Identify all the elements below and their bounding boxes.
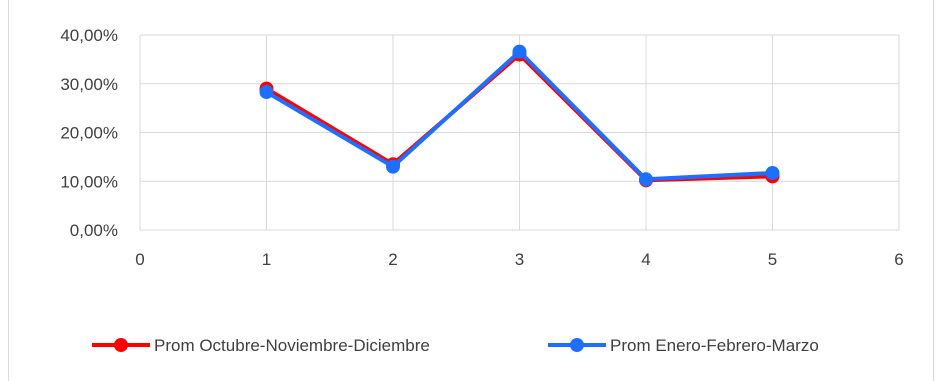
y-tick-label: 40,00% xyxy=(60,26,118,45)
chart-frame xyxy=(8,0,934,381)
series-layer xyxy=(259,44,780,188)
gridlines xyxy=(139,34,900,231)
legend-item-1: Prom Octubre-Noviembre-Diciembre xyxy=(92,336,430,355)
x-tick-label: 1 xyxy=(262,250,271,269)
legend-label: Prom Enero-Febrero-Marzo xyxy=(610,336,819,355)
x-tick-label: 5 xyxy=(768,250,777,269)
x-axis-ticks: 0 1 2 3 4 5 6 xyxy=(135,250,903,269)
x-tick-label: 0 xyxy=(135,250,144,269)
data-point xyxy=(386,159,400,174)
y-axis-ticks: 0,00% 10,00% 20,00% 30,00% 40,00% xyxy=(60,26,118,240)
legend: Prom Octubre-Noviembre-Diciembre Prom Ene… xyxy=(92,336,819,355)
data-point xyxy=(259,85,274,100)
x-tick-label: 3 xyxy=(515,250,524,269)
legend-label: Prom Octubre-Noviembre-Diciembre xyxy=(154,336,430,355)
legend-item-2: Prom Enero-Febrero-Marzo xyxy=(548,336,819,355)
x-tick-label: 4 xyxy=(641,250,650,269)
legend-marker xyxy=(114,338,128,352)
x-tick-label: 6 xyxy=(894,250,903,269)
y-tick-label: 30,00% xyxy=(60,75,118,94)
legend-marker xyxy=(570,338,584,352)
y-tick-label: 10,00% xyxy=(60,172,118,191)
data-point xyxy=(639,172,653,187)
data-point xyxy=(765,165,780,180)
series-2 xyxy=(259,44,780,187)
y-tick-label: 20,00% xyxy=(60,124,118,143)
x-tick-label: 2 xyxy=(388,250,397,269)
data-point xyxy=(512,44,527,59)
y-tick-label: 0,00% xyxy=(70,221,118,240)
